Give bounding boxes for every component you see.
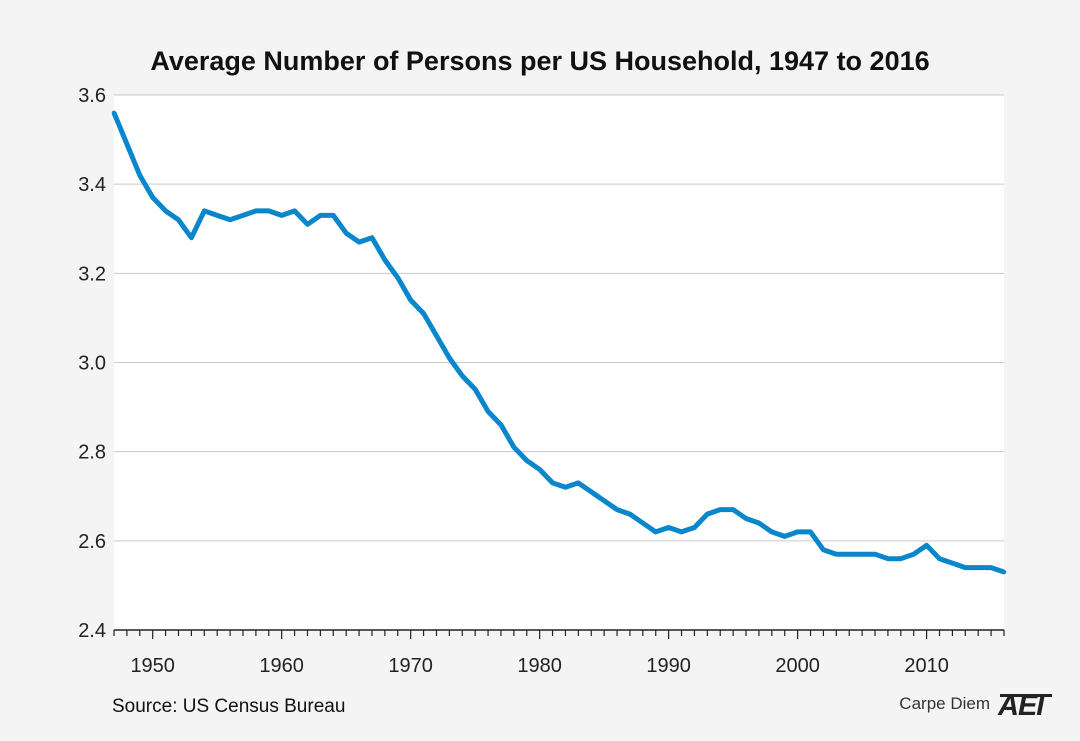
data-point (382, 257, 388, 263)
brand: Carpe Diem AEI (899, 690, 1054, 718)
data-point (253, 208, 259, 214)
data-point (898, 556, 904, 561)
data-point (821, 547, 826, 552)
data-point (318, 213, 323, 218)
y-tick-label: 3.0 (78, 353, 106, 375)
data-point (550, 480, 555, 486)
data-point (150, 195, 155, 200)
data-point (202, 208, 207, 214)
data-point (795, 529, 800, 535)
data-point (124, 141, 130, 147)
x-tick-label: 2010 (904, 655, 949, 677)
data-point (808, 529, 813, 535)
data-point (911, 552, 916, 557)
data-point (614, 507, 620, 512)
data-point (976, 565, 981, 570)
data-point (640, 520, 646, 526)
data-point (343, 231, 349, 236)
data-point (447, 355, 452, 361)
grid-lines (114, 94, 1004, 542)
y-tick-label: 3.6 (78, 85, 106, 107)
data-point (240, 213, 246, 218)
series-layer (111, 110, 1007, 575)
data-point (279, 213, 284, 218)
y-tick-label: 2.4 (78, 620, 106, 642)
data-point (498, 422, 504, 428)
y-tick-label: 3.2 (78, 263, 106, 285)
data-point (769, 529, 775, 535)
data-point (395, 275, 400, 280)
data-point (834, 552, 839, 557)
chart-title: Average Number of Persons per US Househo… (150, 46, 930, 76)
x-tick-label: 1960 (259, 655, 304, 677)
data-point (950, 560, 955, 566)
data-point (421, 311, 426, 316)
x-axis: 1950 1960 1970 1980 1990 2000 2010 (113, 629, 1005, 677)
y-axis: 2.4 2.6 2.8 3.0 3.2 3.4 3.6 (78, 85, 106, 642)
x-tick-label: 1980 (517, 655, 562, 677)
data-point (666, 525, 671, 530)
data-point (576, 480, 581, 486)
series-line (111, 111, 1005, 575)
data-point (601, 498, 607, 503)
data-point (485, 409, 491, 414)
x-tick-label: 1950 (130, 655, 175, 677)
data-point (963, 565, 968, 570)
data-point (1001, 569, 1007, 575)
data-point (163, 208, 168, 214)
data-point (472, 387, 478, 392)
data-point (627, 511, 633, 517)
data-point (692, 525, 697, 530)
data-point (718, 507, 723, 512)
aei-logo-icon: AEI (997, 690, 1052, 718)
data-point (782, 534, 787, 539)
data-point (511, 445, 517, 450)
data-point (537, 467, 542, 472)
data-point (356, 239, 362, 245)
data-point (189, 235, 194, 240)
data-point (937, 556, 942, 561)
source-note: Source: US Census Bureau (112, 696, 346, 717)
data-point (847, 552, 852, 557)
brand-text: Carpe Diem (899, 694, 990, 713)
y-tick-label: 2.6 (78, 531, 106, 553)
data-point (137, 173, 142, 178)
y-tick-label: 3.4 (78, 174, 106, 196)
data-point (292, 208, 297, 214)
data-point (369, 235, 375, 240)
data-point (705, 511, 710, 517)
x-tick-label: 2000 (775, 655, 820, 677)
data-point (924, 543, 929, 548)
data-point (331, 213, 336, 218)
data-point (176, 217, 181, 223)
data-point (214, 213, 220, 218)
y-tick-label: 2.8 (78, 442, 106, 464)
data-point (872, 552, 878, 557)
data-point (460, 373, 465, 379)
data-point (111, 110, 117, 116)
data-point (756, 520, 762, 526)
data-point (859, 552, 865, 557)
data-point (563, 485, 568, 490)
data-point (679, 529, 684, 535)
x-tick-label: 1970 (388, 655, 433, 677)
data-point (408, 297, 413, 303)
data-point (524, 458, 529, 463)
data-point (885, 556, 891, 561)
data-point (653, 529, 658, 535)
data-point (589, 489, 594, 494)
data-point (988, 565, 994, 570)
data-point (434, 333, 439, 338)
data-point (305, 222, 310, 227)
x-tick-label: 1990 (646, 655, 691, 677)
data-point (227, 217, 233, 223)
data-point (266, 208, 271, 214)
data-point (743, 516, 749, 521)
data-point (730, 507, 736, 512)
